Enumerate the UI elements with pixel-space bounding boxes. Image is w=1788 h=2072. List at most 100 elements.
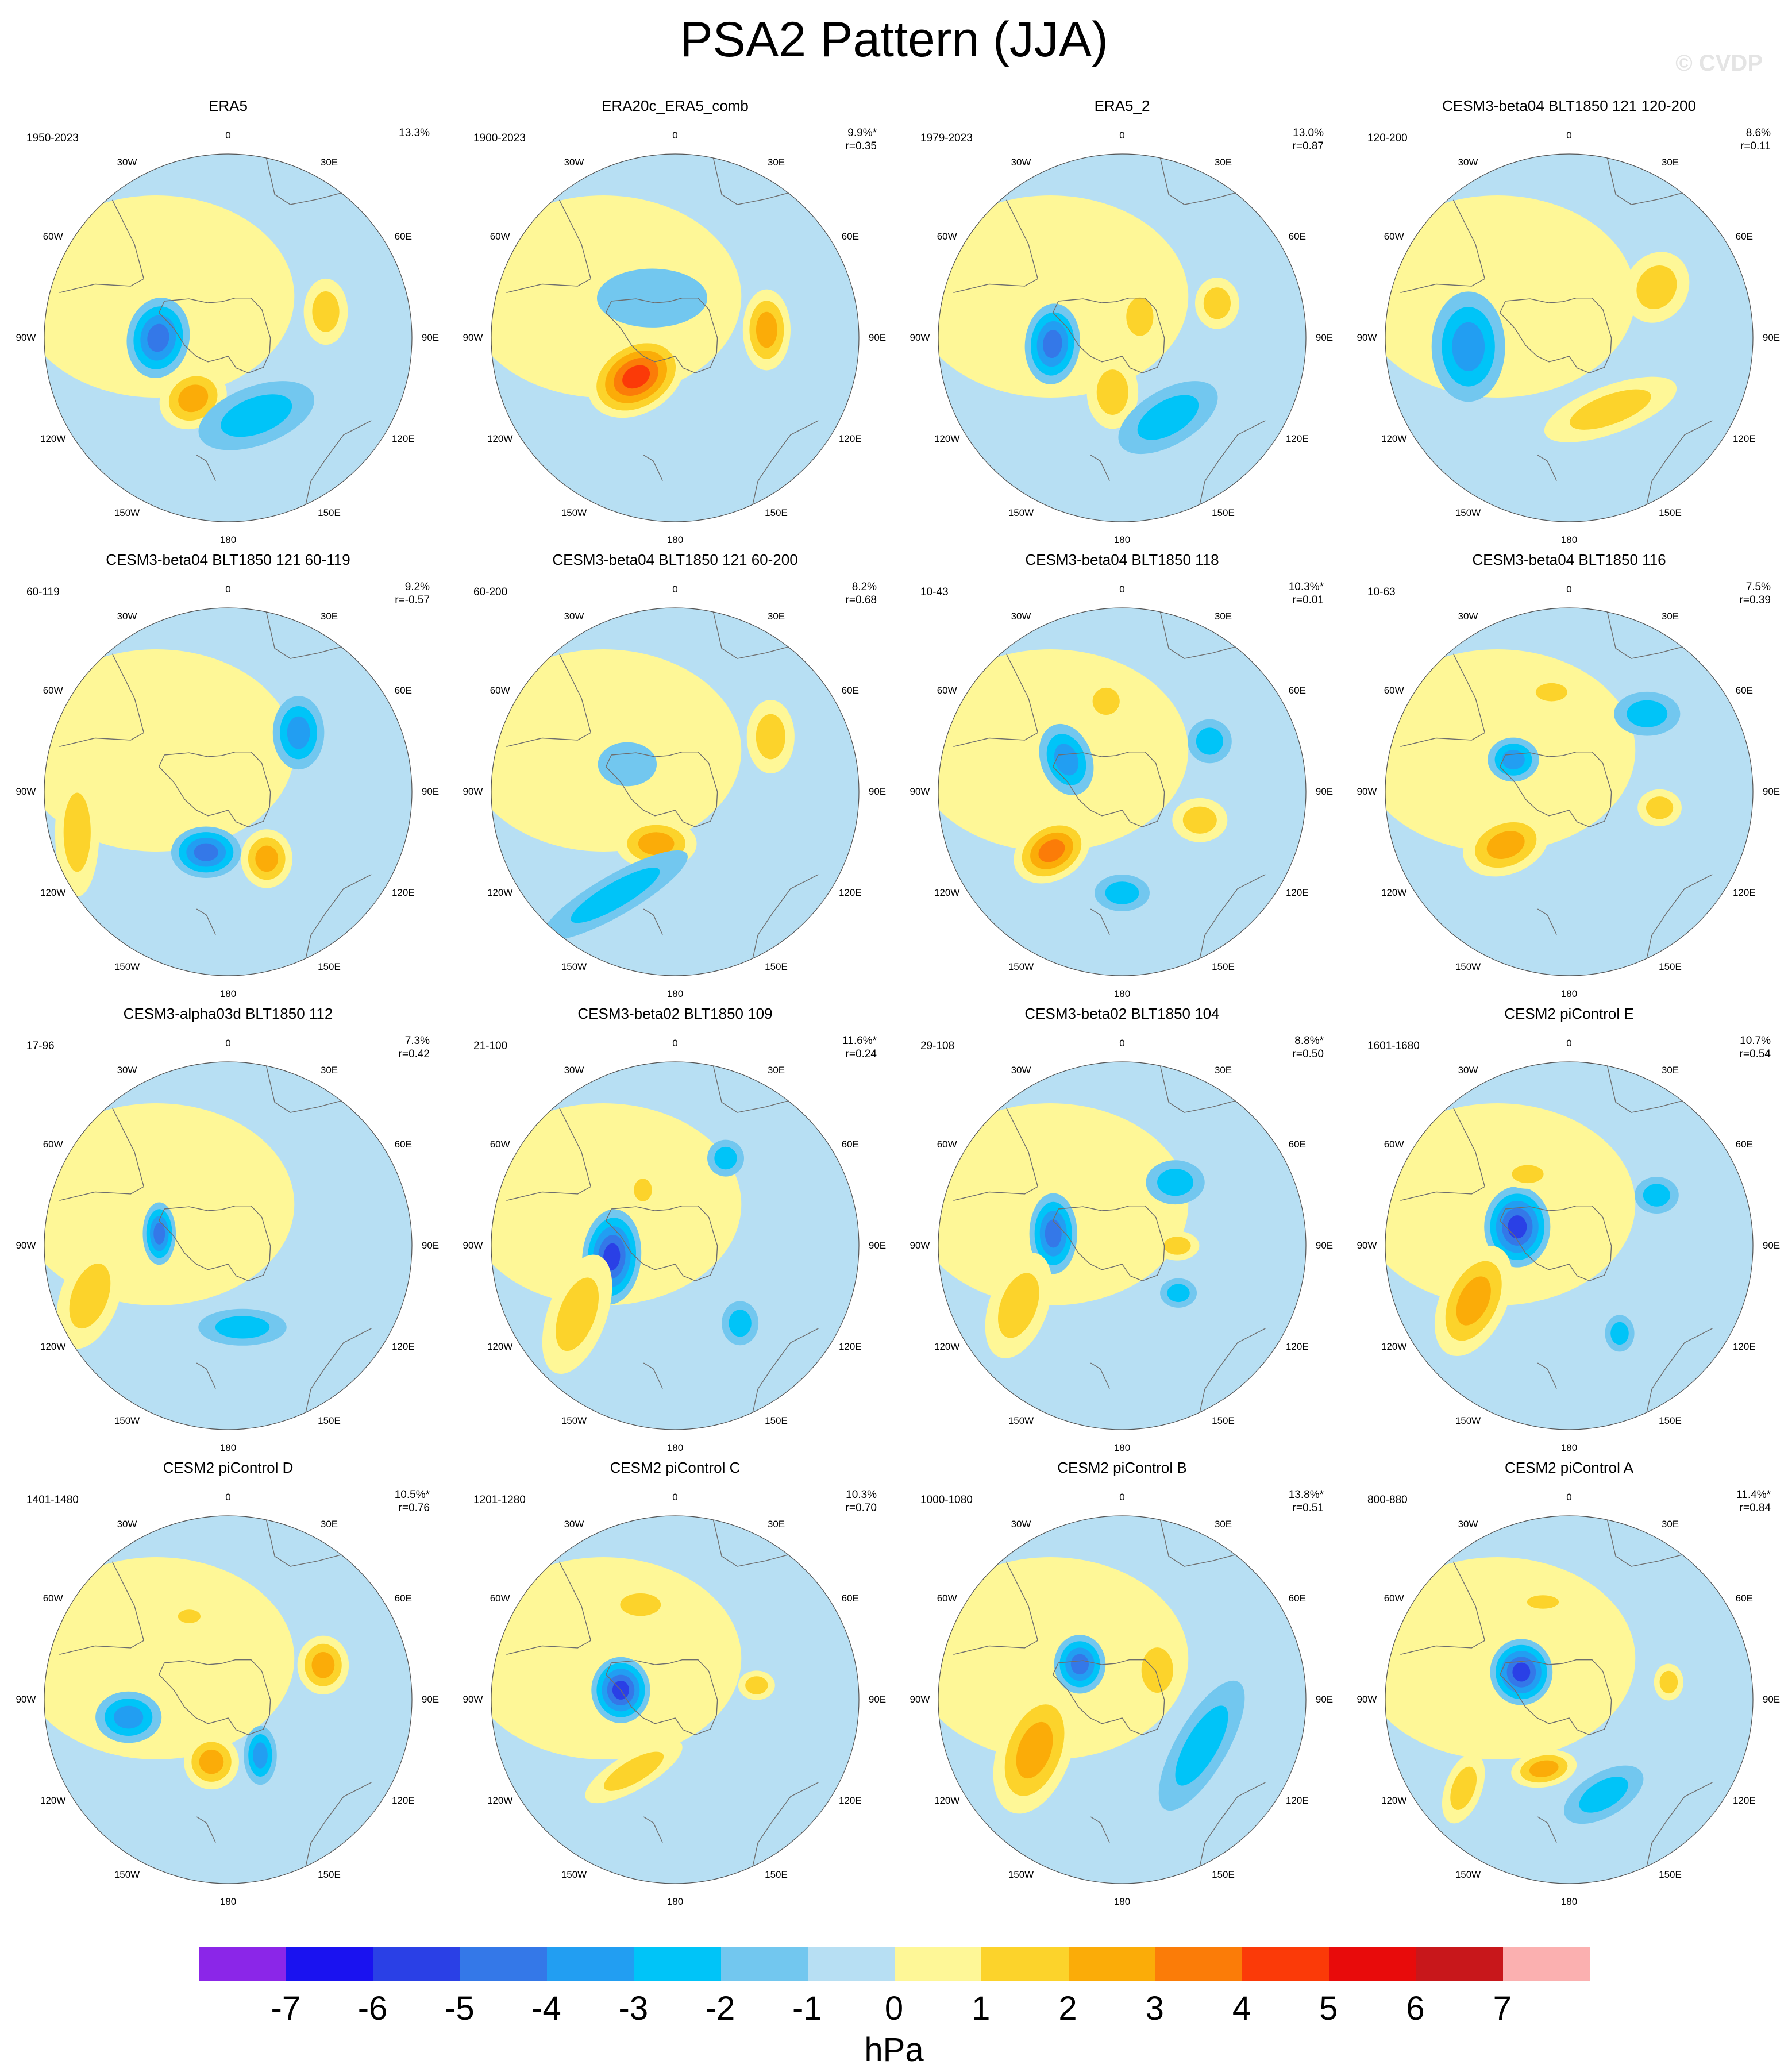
- antarctica-outline: [605, 752, 718, 827]
- longitude-label: 90E: [1315, 1240, 1334, 1251]
- contour-high: [1636, 265, 1677, 310]
- panel-title: CESM2 piControl D: [163, 1459, 294, 1476]
- panel-period: 21-100: [473, 1040, 508, 1052]
- panel-variance-stats: 8.6% r=0.11: [1740, 126, 1771, 153]
- map-panel: CESM2 piControl A 800-880 11.4%* r=0.84 0 30E…: [1346, 1458, 1788, 1912]
- longitude-label: 60E: [1288, 1139, 1306, 1150]
- contour-high: [1092, 687, 1120, 715]
- colorbar-tick-label: 0: [884, 1990, 904, 2027]
- panel-title: CESM3-beta04 BLT1850 121 60-119: [106, 551, 350, 568]
- south-america-outline: [59, 199, 145, 293]
- longitude-label: 90E: [421, 332, 440, 343]
- panel-variance-stats: 7.5% r=0.39: [1740, 580, 1771, 607]
- panel-title: ERA5: [209, 97, 248, 114]
- contour-high: [622, 365, 650, 389]
- contour-low: [1105, 881, 1139, 904]
- longitude-label: 150E: [1659, 961, 1682, 972]
- antarctica-outline: [1499, 1206, 1612, 1281]
- panel-pattern-correlation: r=0.42: [398, 1048, 430, 1060]
- contour-high: [638, 832, 675, 856]
- longitude-label: 180: [666, 534, 684, 545]
- polar-map: [1385, 153, 1754, 522]
- longitude-label: 120E: [1732, 1795, 1756, 1806]
- panel-pattern-correlation: r=0.39: [1739, 594, 1771, 606]
- panel-period: 60-119: [26, 586, 60, 598]
- panel-pattern-correlation: r=0.35: [845, 140, 877, 152]
- longitude-label: 90E: [1762, 332, 1781, 343]
- south-america-outline: [506, 1107, 592, 1201]
- panel-period: 120-200: [1367, 132, 1408, 144]
- longitude-label: 150E: [318, 1415, 341, 1426]
- panel-variance-stats: 11.6%* r=0.24: [842, 1034, 877, 1061]
- longitude-label: 90W: [463, 1240, 483, 1251]
- map-border: [44, 607, 413, 976]
- australia-outline: [305, 1782, 372, 1867]
- south-america-outline: [506, 653, 592, 747]
- map-panel: CESM3-beta04 BLT1850 121 120-200 120-200 8…: [1346, 97, 1788, 550]
- panel-period: 1979-2023: [920, 132, 973, 144]
- contour-low: [221, 394, 292, 437]
- longitude-label: 150E: [1659, 1415, 1682, 1426]
- contour-high: [1529, 1760, 1559, 1777]
- longitude-label: 120E: [1285, 1341, 1309, 1352]
- panel-pct-explained: 11.4%*: [1736, 1489, 1771, 1501]
- contour-low: [1508, 1215, 1527, 1239]
- contour-low: [1045, 1219, 1062, 1248]
- colorbar-tick-label: -3: [618, 1990, 649, 2027]
- panel-title: CESM3-beta02 BLT1850 104: [1024, 1005, 1220, 1022]
- south-america-outline: [953, 1561, 1039, 1655]
- panel-title: CESM2 piControl B: [1057, 1459, 1187, 1476]
- colorbar-swatch: [1416, 1947, 1503, 1981]
- contour-low: [114, 1705, 144, 1729]
- panel-variance-stats: 13.0% r=0.87: [1293, 126, 1324, 153]
- colorbar-tick-label: 1: [972, 1990, 991, 2027]
- longitude-label: 120W: [1381, 1341, 1407, 1352]
- contour-low: [1627, 700, 1668, 727]
- longitude-label: 60E: [841, 1139, 859, 1150]
- colorbar-tick-label: 2: [1058, 1990, 1077, 2027]
- map-border: [491, 1515, 860, 1884]
- panel-title: CESM3-beta04 BLT1850 121 60-200: [552, 551, 798, 568]
- africa-outline: [1159, 611, 1236, 659]
- longitude-label: 60W: [490, 685, 510, 696]
- australia-outline: [752, 420, 819, 505]
- longitude-label: 30W: [117, 157, 137, 168]
- panel-title: ERA5_2: [1094, 97, 1150, 114]
- panel-period: 29-108: [920, 1040, 955, 1052]
- longitude-label: 30E: [1214, 611, 1232, 622]
- longitude-label: 180: [1113, 988, 1131, 999]
- longitude-label: 0: [225, 1038, 231, 1049]
- panel-title: CESM3-alpha03d BLT1850 112: [123, 1005, 333, 1022]
- map-panel: CESM3-beta04 BLT1850 121 60-200 60-200 8.2…: [452, 550, 899, 1004]
- longitude-label: 60E: [394, 1139, 412, 1150]
- contour-high: [199, 1749, 224, 1774]
- contour-high: [1646, 796, 1674, 819]
- longitude-label: 90E: [1315, 1694, 1334, 1705]
- longitude-label: 60W: [490, 1139, 510, 1150]
- map-panel: CESM3-alpha03d BLT1850 112 17-96 7.3% r=0.4…: [5, 1004, 452, 1458]
- colorbar: [199, 1947, 1590, 1981]
- longitude-label: 150E: [318, 1869, 341, 1880]
- contour-low: [598, 742, 657, 787]
- longitude-label: 120W: [1381, 887, 1407, 898]
- longitude-label: 150W: [1455, 507, 1481, 518]
- africa-outline: [265, 611, 342, 659]
- panel-pct-explained: 9.9%*: [847, 127, 877, 139]
- longitude-label: 120E: [1285, 1795, 1309, 1806]
- contour-low: [714, 1146, 737, 1170]
- panel-title: CESM3-beta02 BLT1850 109: [577, 1005, 773, 1022]
- contour-low: [1137, 395, 1199, 440]
- contour-high: [69, 1264, 111, 1329]
- australia-outline: [305, 874, 372, 959]
- longitude-label: 90E: [421, 1694, 440, 1705]
- colorbar-swatch: [895, 1947, 982, 1981]
- antarctica-outline: [158, 1659, 271, 1735]
- new-zealand-outline: [196, 908, 216, 935]
- panel-variance-stats: 13.8%* r=0.51: [1289, 1488, 1324, 1515]
- colorbar-tick-label: -2: [705, 1990, 735, 2027]
- colorbar-tick-label: -7: [271, 1990, 301, 2027]
- longitude-label: 30E: [320, 157, 338, 168]
- longitude-label: 120W: [487, 1795, 513, 1806]
- contour-high: [180, 257, 225, 280]
- panel-period: 17-96: [26, 1040, 55, 1052]
